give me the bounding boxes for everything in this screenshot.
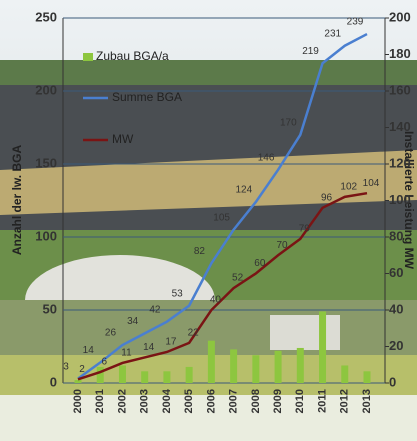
bar <box>163 371 171 383</box>
x-tick-label: 2009 <box>272 389 284 413</box>
data-label: 60 <box>254 258 266 269</box>
bar <box>341 365 349 383</box>
data-label: 14 <box>143 342 155 353</box>
y2-axis-title: Installierte Leistung MW <box>402 131 416 270</box>
legend-label: MW <box>112 132 134 146</box>
data-label: 53 <box>172 288 184 299</box>
y2-tick-label: 180 <box>389 46 411 61</box>
x-tick-label: 2002 <box>116 389 128 413</box>
bar <box>74 380 82 383</box>
data-label: 146 <box>258 152 275 163</box>
data-label: 14 <box>83 345 95 356</box>
data-label: 124 <box>236 185 253 196</box>
y-tick-label: 50 <box>43 301 57 316</box>
data-label: 17 <box>165 337 177 348</box>
data-label: 231 <box>324 28 341 39</box>
bar <box>319 311 327 383</box>
x-tick-label: 2004 <box>161 388 173 413</box>
bar <box>96 366 104 383</box>
bar <box>207 340 215 383</box>
bar <box>252 355 260 383</box>
data-label: 40 <box>210 295 222 306</box>
y2-tick-label: 140 <box>389 119 411 134</box>
data-label: 70 <box>277 240 289 251</box>
bar <box>274 350 282 383</box>
y2-tick-label: 20 <box>389 338 403 353</box>
x-tick-label: 2003 <box>139 389 151 413</box>
legend-label: Summe BGA <box>112 90 182 104</box>
data-label: 3 <box>63 361 69 372</box>
data-label: 82 <box>194 246 206 257</box>
line <box>77 32 368 380</box>
line <box>77 191 368 381</box>
legend-label: Zubau BGA/a <box>96 49 169 63</box>
data-label: 104 <box>363 178 380 189</box>
y-axis-title: Anzahl der lw. BGA <box>10 145 24 256</box>
data-label: 96 <box>321 192 333 203</box>
y2-tick-label: 200 <box>389 9 411 24</box>
data-label: 239 <box>347 17 364 28</box>
bar <box>296 347 304 383</box>
data-label: 79 <box>299 223 311 234</box>
x-tick-label: 2010 <box>294 389 306 413</box>
data-label: 26 <box>105 328 117 339</box>
x-tick-label: 2005 <box>183 389 195 413</box>
y2-tick-label: 100 <box>389 192 411 207</box>
legend-swatch <box>83 53 93 61</box>
bar <box>118 365 126 383</box>
x-tick-label: 2000 <box>72 389 84 413</box>
y-tick-label: 250 <box>35 9 57 24</box>
data-label: 105 <box>213 212 230 223</box>
data-label: 34 <box>127 316 139 327</box>
data-label: 52 <box>232 273 244 284</box>
x-tick-label: 2013 <box>361 389 373 413</box>
data-label: 102 <box>340 181 357 192</box>
data-label: 2 <box>79 364 85 375</box>
x-tick-label: 2012 <box>339 389 351 413</box>
bar <box>185 366 193 383</box>
x-tick-label: 2011 <box>316 389 328 413</box>
y2-tick-label: 120 <box>389 155 411 170</box>
y-tick-label: 0 <box>50 374 57 389</box>
x-tick-label: 2007 <box>228 389 240 413</box>
data-label: 11 <box>121 348 132 359</box>
bar <box>363 371 371 383</box>
y2-tick-label: 60 <box>389 265 403 280</box>
data-label: 219 <box>302 46 319 57</box>
x-tick-label: 2006 <box>205 389 217 413</box>
y2-tick-label: 160 <box>389 82 411 97</box>
y2-tick-label: 80 <box>389 228 403 243</box>
x-tick-label: 2001 <box>94 389 106 413</box>
x-tick-label: 2008 <box>250 389 262 413</box>
y2-tick-label: 40 <box>389 301 403 316</box>
data-label: 6 <box>101 357 107 368</box>
data-label: 22 <box>188 327 200 338</box>
y-tick-label: 200 <box>35 82 57 97</box>
y-tick-label: 100 <box>35 228 57 243</box>
y-tick-label: 150 <box>35 155 57 170</box>
bar <box>230 349 238 383</box>
data-label: 170 <box>280 117 297 128</box>
bar <box>141 371 149 383</box>
y2-tick-label: 0 <box>389 374 396 389</box>
data-label: 42 <box>149 304 161 315</box>
